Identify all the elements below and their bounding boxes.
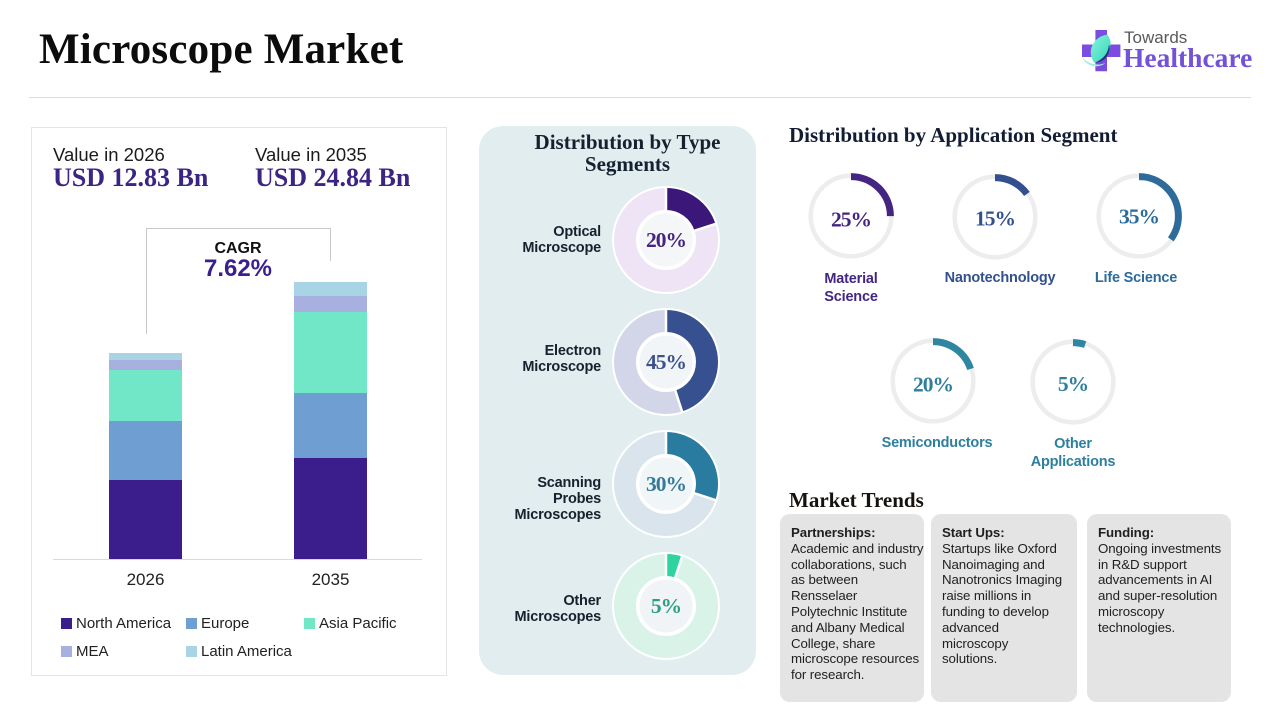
svg-text:5%: 5% <box>1058 372 1088 396</box>
svg-text:20%: 20% <box>913 373 953 397</box>
svg-text:30%: 30% <box>646 472 686 496</box>
svg-text:45%: 45% <box>646 350 686 374</box>
svg-text:20%: 20% <box>646 228 686 252</box>
svg-text:Healthcare: Healthcare <box>1123 42 1252 73</box>
svg-text:25%: 25% <box>831 208 871 232</box>
svg-text:5%: 5% <box>651 594 681 618</box>
svg-text:Towards: Towards <box>1124 28 1187 47</box>
svg-text:35%: 35% <box>1119 205 1159 229</box>
svg-text:15%: 15% <box>975 207 1015 231</box>
